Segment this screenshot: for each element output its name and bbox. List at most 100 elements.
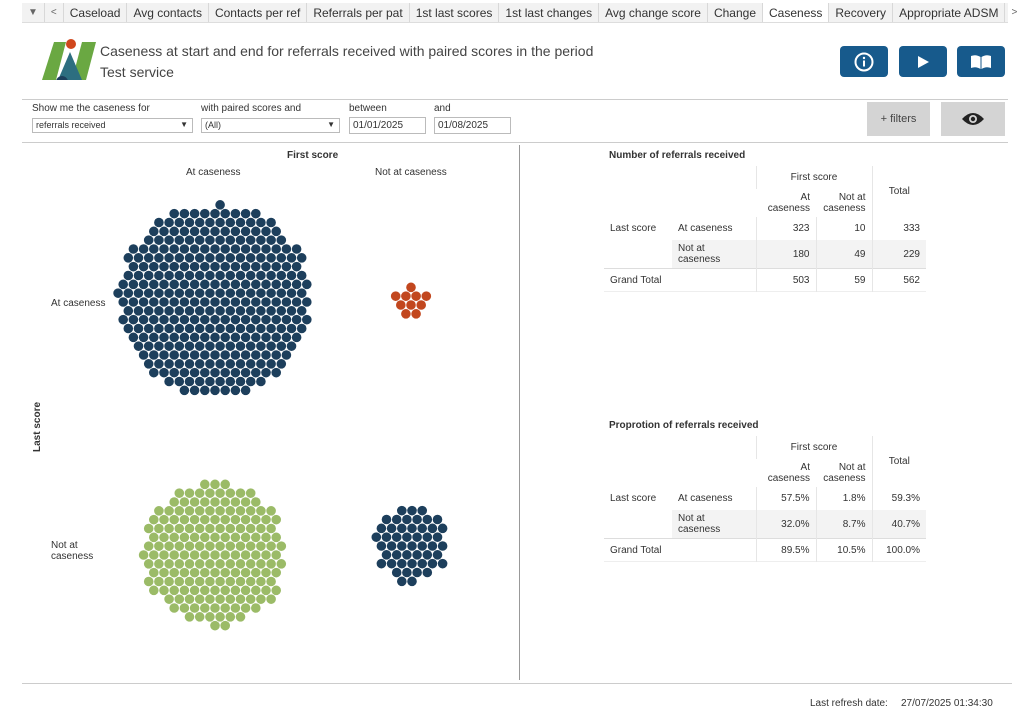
dot <box>245 523 256 534</box>
show-hide-button[interactable] <box>941 102 1005 136</box>
dot <box>240 279 251 290</box>
dot <box>194 217 205 228</box>
dot <box>200 385 210 396</box>
dot <box>376 523 387 534</box>
caseness-type-select[interactable]: referrals received ▼ <box>32 118 193 133</box>
dot <box>179 532 190 543</box>
dot <box>302 297 312 307</box>
dot <box>251 367 261 378</box>
dot <box>225 359 236 369</box>
dot <box>276 341 287 351</box>
dot <box>215 323 225 334</box>
dot <box>138 244 149 254</box>
tab-avg-change-score[interactable]: Avg change score <box>599 3 708 22</box>
dot <box>189 514 200 525</box>
dot <box>174 270 185 281</box>
dot <box>210 514 220 525</box>
dot <box>123 288 134 298</box>
dot <box>164 217 174 228</box>
tab-scroll-right[interactable]: > <box>1011 7 1018 18</box>
dot <box>159 550 169 560</box>
dot <box>281 332 292 343</box>
dot <box>235 217 246 228</box>
dot <box>174 376 185 387</box>
tab-change[interactable]: Change <box>708 3 763 22</box>
tab-caseness[interactable]: Caseness <box>763 3 830 22</box>
tab-appropriate-adsm[interactable]: Appropriate ADSM <box>893 3 1006 22</box>
dot <box>402 514 412 525</box>
dot <box>184 541 195 551</box>
tab-scroll-left[interactable]: < <box>45 3 64 22</box>
dot <box>220 244 230 254</box>
dot <box>164 270 174 281</box>
info-button[interactable] <box>840 46 888 77</box>
dot <box>427 523 438 534</box>
tab-caseload[interactable]: Caseload <box>64 3 128 22</box>
dot <box>200 314 210 325</box>
dot <box>159 350 169 360</box>
dot <box>235 559 246 569</box>
dot <box>261 297 271 307</box>
book-icon <box>971 54 991 69</box>
dot <box>205 235 215 245</box>
dot <box>149 550 159 560</box>
dot <box>174 541 185 551</box>
dot <box>225 594 236 604</box>
tab-avg-contacts[interactable]: Avg contacts <box>127 3 209 22</box>
dot <box>138 314 149 325</box>
dot <box>159 367 169 378</box>
tab-1st-last-changes[interactable]: 1st last changes <box>499 3 600 22</box>
dot <box>261 567 271 578</box>
dot <box>412 514 422 525</box>
row-label: Grand Total <box>610 274 662 286</box>
dot <box>256 541 266 551</box>
dot <box>169 226 179 237</box>
dot <box>271 567 282 578</box>
dot <box>215 341 225 351</box>
dot <box>376 541 387 551</box>
dot <box>159 514 169 525</box>
dot <box>184 323 195 334</box>
start-date-input[interactable]: 01/01/2025 <box>349 117 426 134</box>
dot <box>220 567 230 578</box>
dot <box>154 341 164 351</box>
tab-recovery[interactable]: Recovery <box>829 3 894 22</box>
tab-1st-last-scores[interactable]: 1st last scores <box>410 3 500 22</box>
dot <box>164 559 174 569</box>
dot <box>179 567 190 578</box>
paired-scores-select[interactable]: (All) ▼ <box>201 118 340 133</box>
dot <box>200 261 210 272</box>
dot <box>296 323 307 334</box>
dot <box>302 279 312 290</box>
dot <box>230 532 241 543</box>
dot <box>225 523 236 534</box>
col-at-caseness: At caseness <box>767 462 810 484</box>
dot <box>149 514 159 525</box>
more-filters-button[interactable]: + filters <box>867 102 930 136</box>
dot <box>159 261 169 272</box>
dot <box>296 288 307 298</box>
tab-contacts-per-ref[interactable]: Contacts per ref <box>209 3 308 22</box>
counts-table: First score Total At caseness Not at casen… <box>604 166 926 292</box>
dot <box>220 279 230 290</box>
tab-referrals-per-pat[interactable]: Referrals per pat <box>307 3 410 22</box>
cell: 49 <box>815 240 872 269</box>
dot <box>138 279 149 290</box>
dot <box>401 291 411 301</box>
dot <box>174 235 185 245</box>
tab-menu-button[interactable]: ▼ <box>22 3 45 22</box>
dot <box>189 244 200 254</box>
caseness-dot-chart <box>113 200 448 631</box>
guide-button[interactable] <box>957 46 1005 77</box>
dot <box>174 217 185 228</box>
divider <box>22 683 1012 684</box>
dot <box>251 532 261 543</box>
dot <box>251 350 261 360</box>
dots-not-not <box>371 505 448 587</box>
dot <box>235 612 246 622</box>
play-button[interactable] <box>899 46 947 77</box>
dot <box>194 541 205 551</box>
end-date-input[interactable]: 01/08/2025 <box>434 117 511 134</box>
dot <box>184 376 195 387</box>
dot <box>169 567 179 578</box>
